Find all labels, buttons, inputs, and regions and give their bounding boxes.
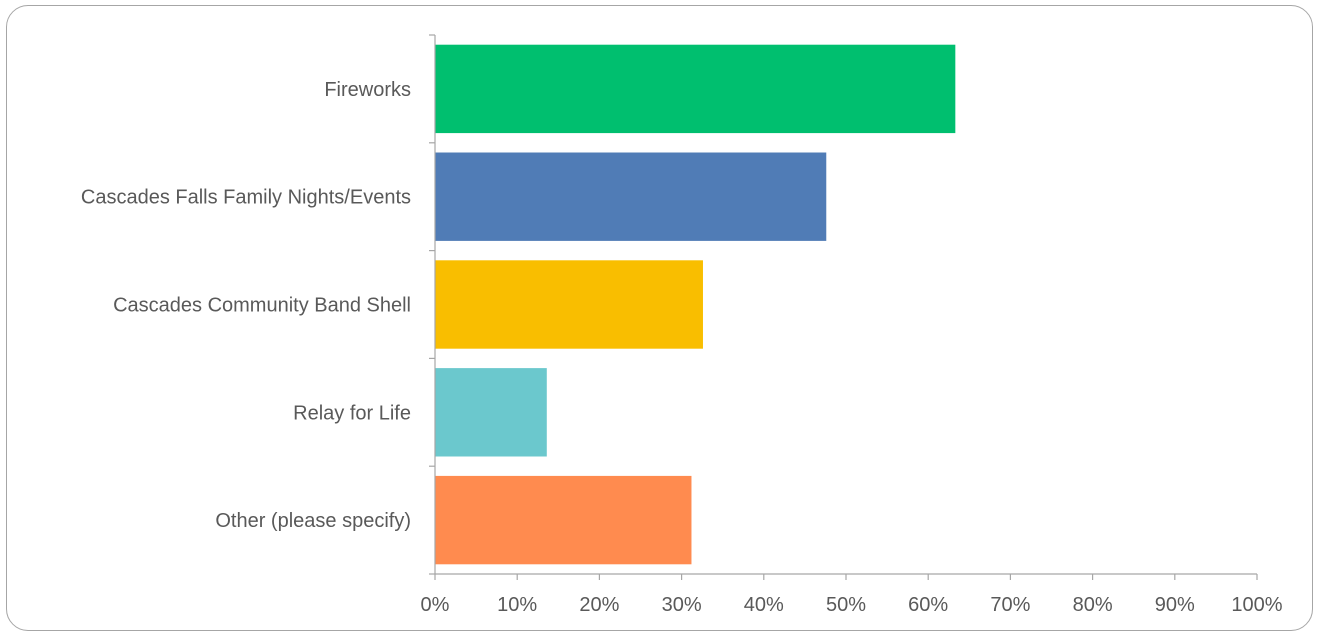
category-label: Other (please specify) <box>215 510 411 532</box>
category-label: Fireworks <box>324 79 411 101</box>
bar-5 <box>435 475 692 565</box>
x-tick-label: 10% <box>497 594 537 616</box>
x-tick-label: 50% <box>826 594 866 616</box>
x-tick-label: 70% <box>990 594 1030 616</box>
labels-layer: Fireworks Cascades Falls Family Nights/Ev… <box>81 79 1283 616</box>
x-tick-label: 60% <box>908 594 948 616</box>
category-label: Cascades Community Band Shell <box>113 295 411 317</box>
category-label: Relay for Life <box>293 402 411 424</box>
bar-4 <box>435 368 547 457</box>
x-tick-label: 80% <box>1073 594 1113 616</box>
x-tick-label: 20% <box>579 594 619 616</box>
bar-3 <box>435 260 703 349</box>
x-tick-label: 90% <box>1155 594 1195 616</box>
category-label: Cascades Falls Family Nights/Events <box>81 187 411 209</box>
x-tick-label: 30% <box>662 594 702 616</box>
x-tick-label: 100% <box>1231 594 1282 616</box>
x-tick-label: 0% <box>421 594 450 616</box>
bar-1 <box>435 44 956 134</box>
x-tick-label: 40% <box>744 594 784 616</box>
bar-2 <box>435 152 827 241</box>
axes-layer <box>429 34 1258 580</box>
bars-layer <box>435 44 956 565</box>
